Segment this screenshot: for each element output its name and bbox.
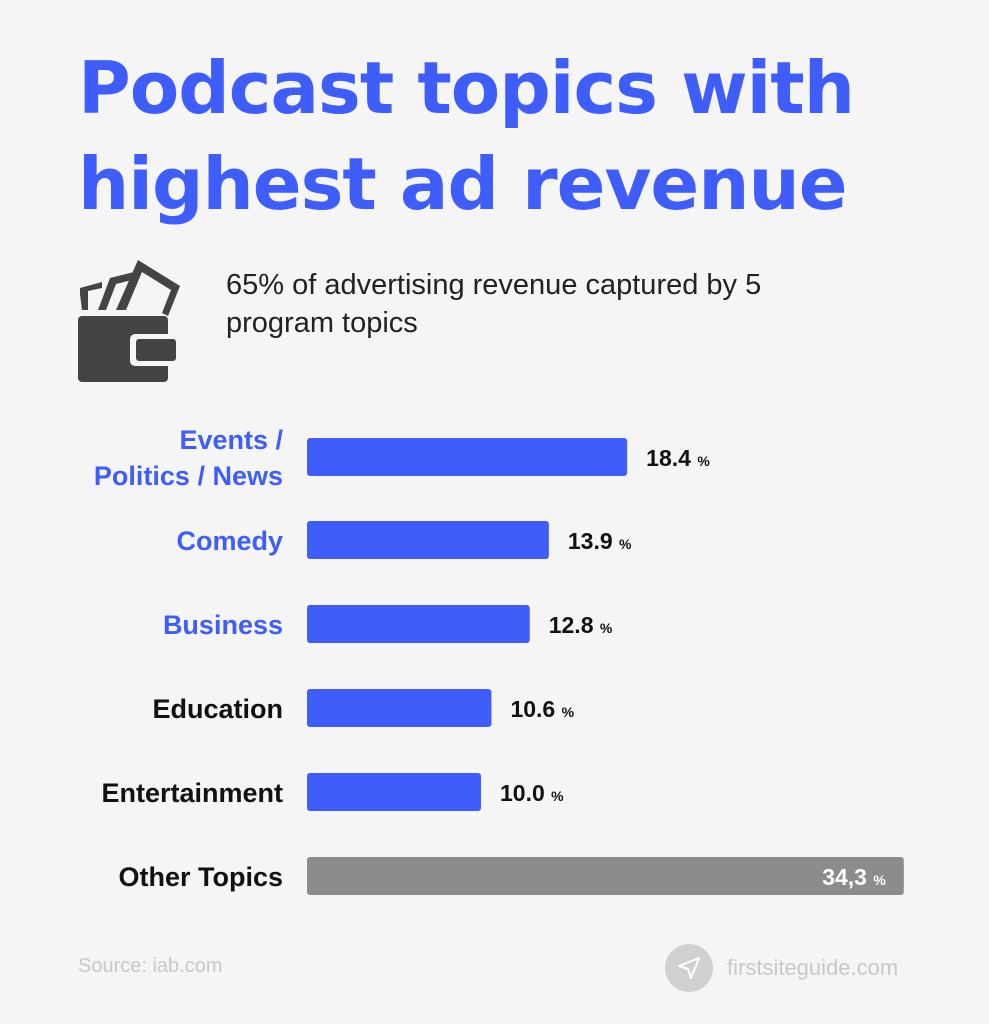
source-text: Source: iab.com	[78, 955, 223, 977]
page-title: Podcast topics with highest ad revenue	[78, 46, 855, 226]
category-label: Other Topics	[118, 862, 283, 892]
category-label: Events /	[179, 425, 283, 455]
value-label: 10.6 %	[510, 696, 574, 722]
bar-chart: Events / Politics / News 18.4 % Comedy 13.9 …	[94, 425, 904, 895]
bar	[307, 605, 530, 643]
paper-plane-icon	[665, 944, 713, 992]
category-label: Entertainment	[101, 778, 283, 808]
value-label: 10.0 %	[500, 780, 564, 806]
brand[interactable]: firstsiteguide.com	[665, 944, 898, 992]
category-label: Education	[152, 694, 283, 724]
category-label: Business	[163, 610, 283, 640]
bar	[307, 773, 481, 811]
value-label: 34,3 %	[822, 864, 886, 890]
value-label: 12.8 %	[549, 612, 613, 638]
bar	[307, 689, 492, 727]
subtitle: 65% of advertising revenue captured by 5…	[226, 269, 762, 339]
bar	[307, 438, 628, 476]
bar	[307, 521, 549, 559]
category-label: Politics / News	[94, 461, 283, 491]
value-label: 18.4 %	[646, 445, 710, 471]
brand-text: firstsiteguide.com	[727, 955, 899, 980]
category-label: Comedy	[176, 526, 283, 556]
bar	[307, 857, 904, 895]
wallet-icon	[76, 258, 186, 389]
value-label: 13.9 %	[568, 528, 632, 554]
